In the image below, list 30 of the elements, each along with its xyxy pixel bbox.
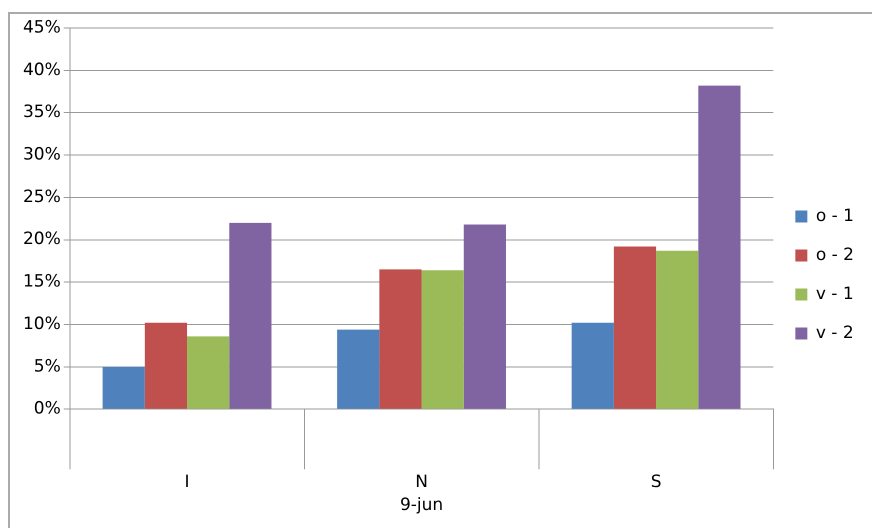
y-tick-label: 10% — [22, 314, 61, 334]
legend-label: v - 2 — [816, 322, 854, 343]
bar — [144, 322, 188, 409]
bar — [698, 86, 741, 409]
legend-label: o - 1 — [816, 206, 854, 226]
y-tick-label: 40% — [22, 60, 61, 80]
bar — [187, 336, 230, 409]
x-axis-title: 9-jun — [400, 495, 444, 516]
legend-label: o - 2 — [816, 244, 854, 265]
bar — [229, 222, 272, 409]
legend-label: v - 1 — [816, 284, 854, 304]
y-tick-label: 0% — [34, 398, 61, 419]
y-tick-label: 30% — [22, 144, 61, 164]
bar — [464, 224, 506, 409]
bar — [337, 330, 380, 409]
y-tick-label: 15% — [22, 272, 61, 292]
y-tick-label: 5% — [34, 356, 61, 376]
y-tick-label: 20% — [22, 229, 61, 250]
x-tick-label: N — [415, 472, 428, 492]
x-tick-label: S — [650, 472, 662, 492]
bar — [656, 250, 698, 409]
bar — [572, 322, 614, 409]
y-tick-label: 35% — [22, 102, 61, 122]
bar — [102, 366, 145, 409]
y-tick-label: 25% — [22, 186, 61, 207]
bar — [614, 246, 656, 409]
bar — [422, 270, 464, 409]
y-tick-label: 45% — [22, 17, 61, 38]
bar — [379, 269, 422, 409]
x-tick-label: I — [184, 472, 190, 492]
